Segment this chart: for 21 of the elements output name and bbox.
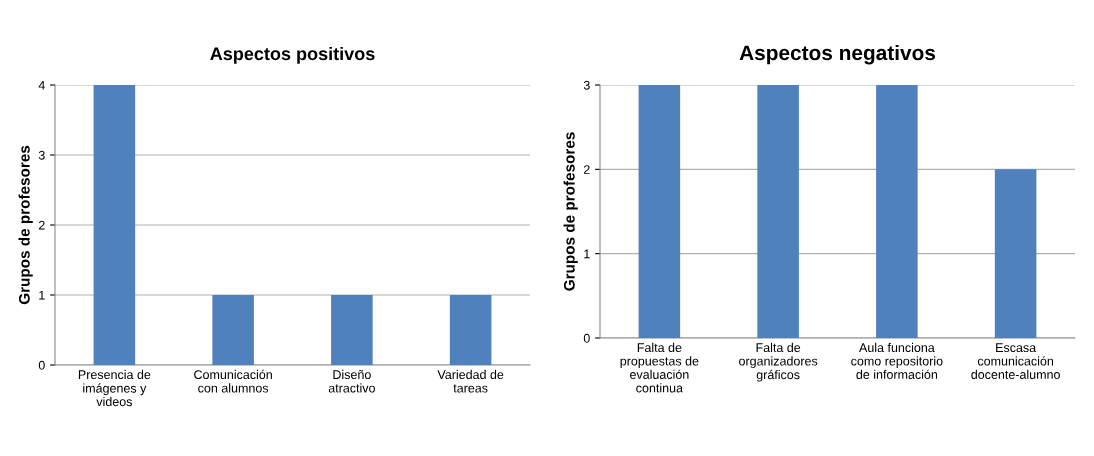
x-tick-label: Falta de organizadores gráficos [739,342,818,382]
chart-title: Aspectos positivos [210,46,375,64]
y-tick-label: 2 [583,165,590,174]
x-tick-label: Aula funciona como repositorio de información [851,342,943,379]
y-axis-title: Grupos de profesores [18,145,33,305]
x-tick-label: Comunicación con alumnos [194,369,272,393]
x-tick-label: Falta de propuestas de evaluación continua [620,342,699,393]
y-tick-label: 4 [38,80,45,90]
x-tick-label: Diseño atractivo [328,369,375,393]
x-tick-label: Escasa comunicación docente-alumno [971,343,1060,379]
x-tick-label: Variedad de tareas [437,369,504,393]
y-tick-label: 1 [39,290,45,300]
y-tick-label: 2 [38,220,45,230]
y-axis-title: Grupos de profesores [563,132,578,291]
y-tick-label: 3 [583,80,590,90]
chart-title: Aspectos negativos [739,44,936,65]
y-tick-label: 0 [38,360,45,370]
y-tick-label: 1 [584,249,590,259]
x-tick-label: Presencia de imágenes y videos [78,369,151,407]
y-tick-label: 3 [38,150,45,160]
y-tick-label: 0 [583,333,590,343]
